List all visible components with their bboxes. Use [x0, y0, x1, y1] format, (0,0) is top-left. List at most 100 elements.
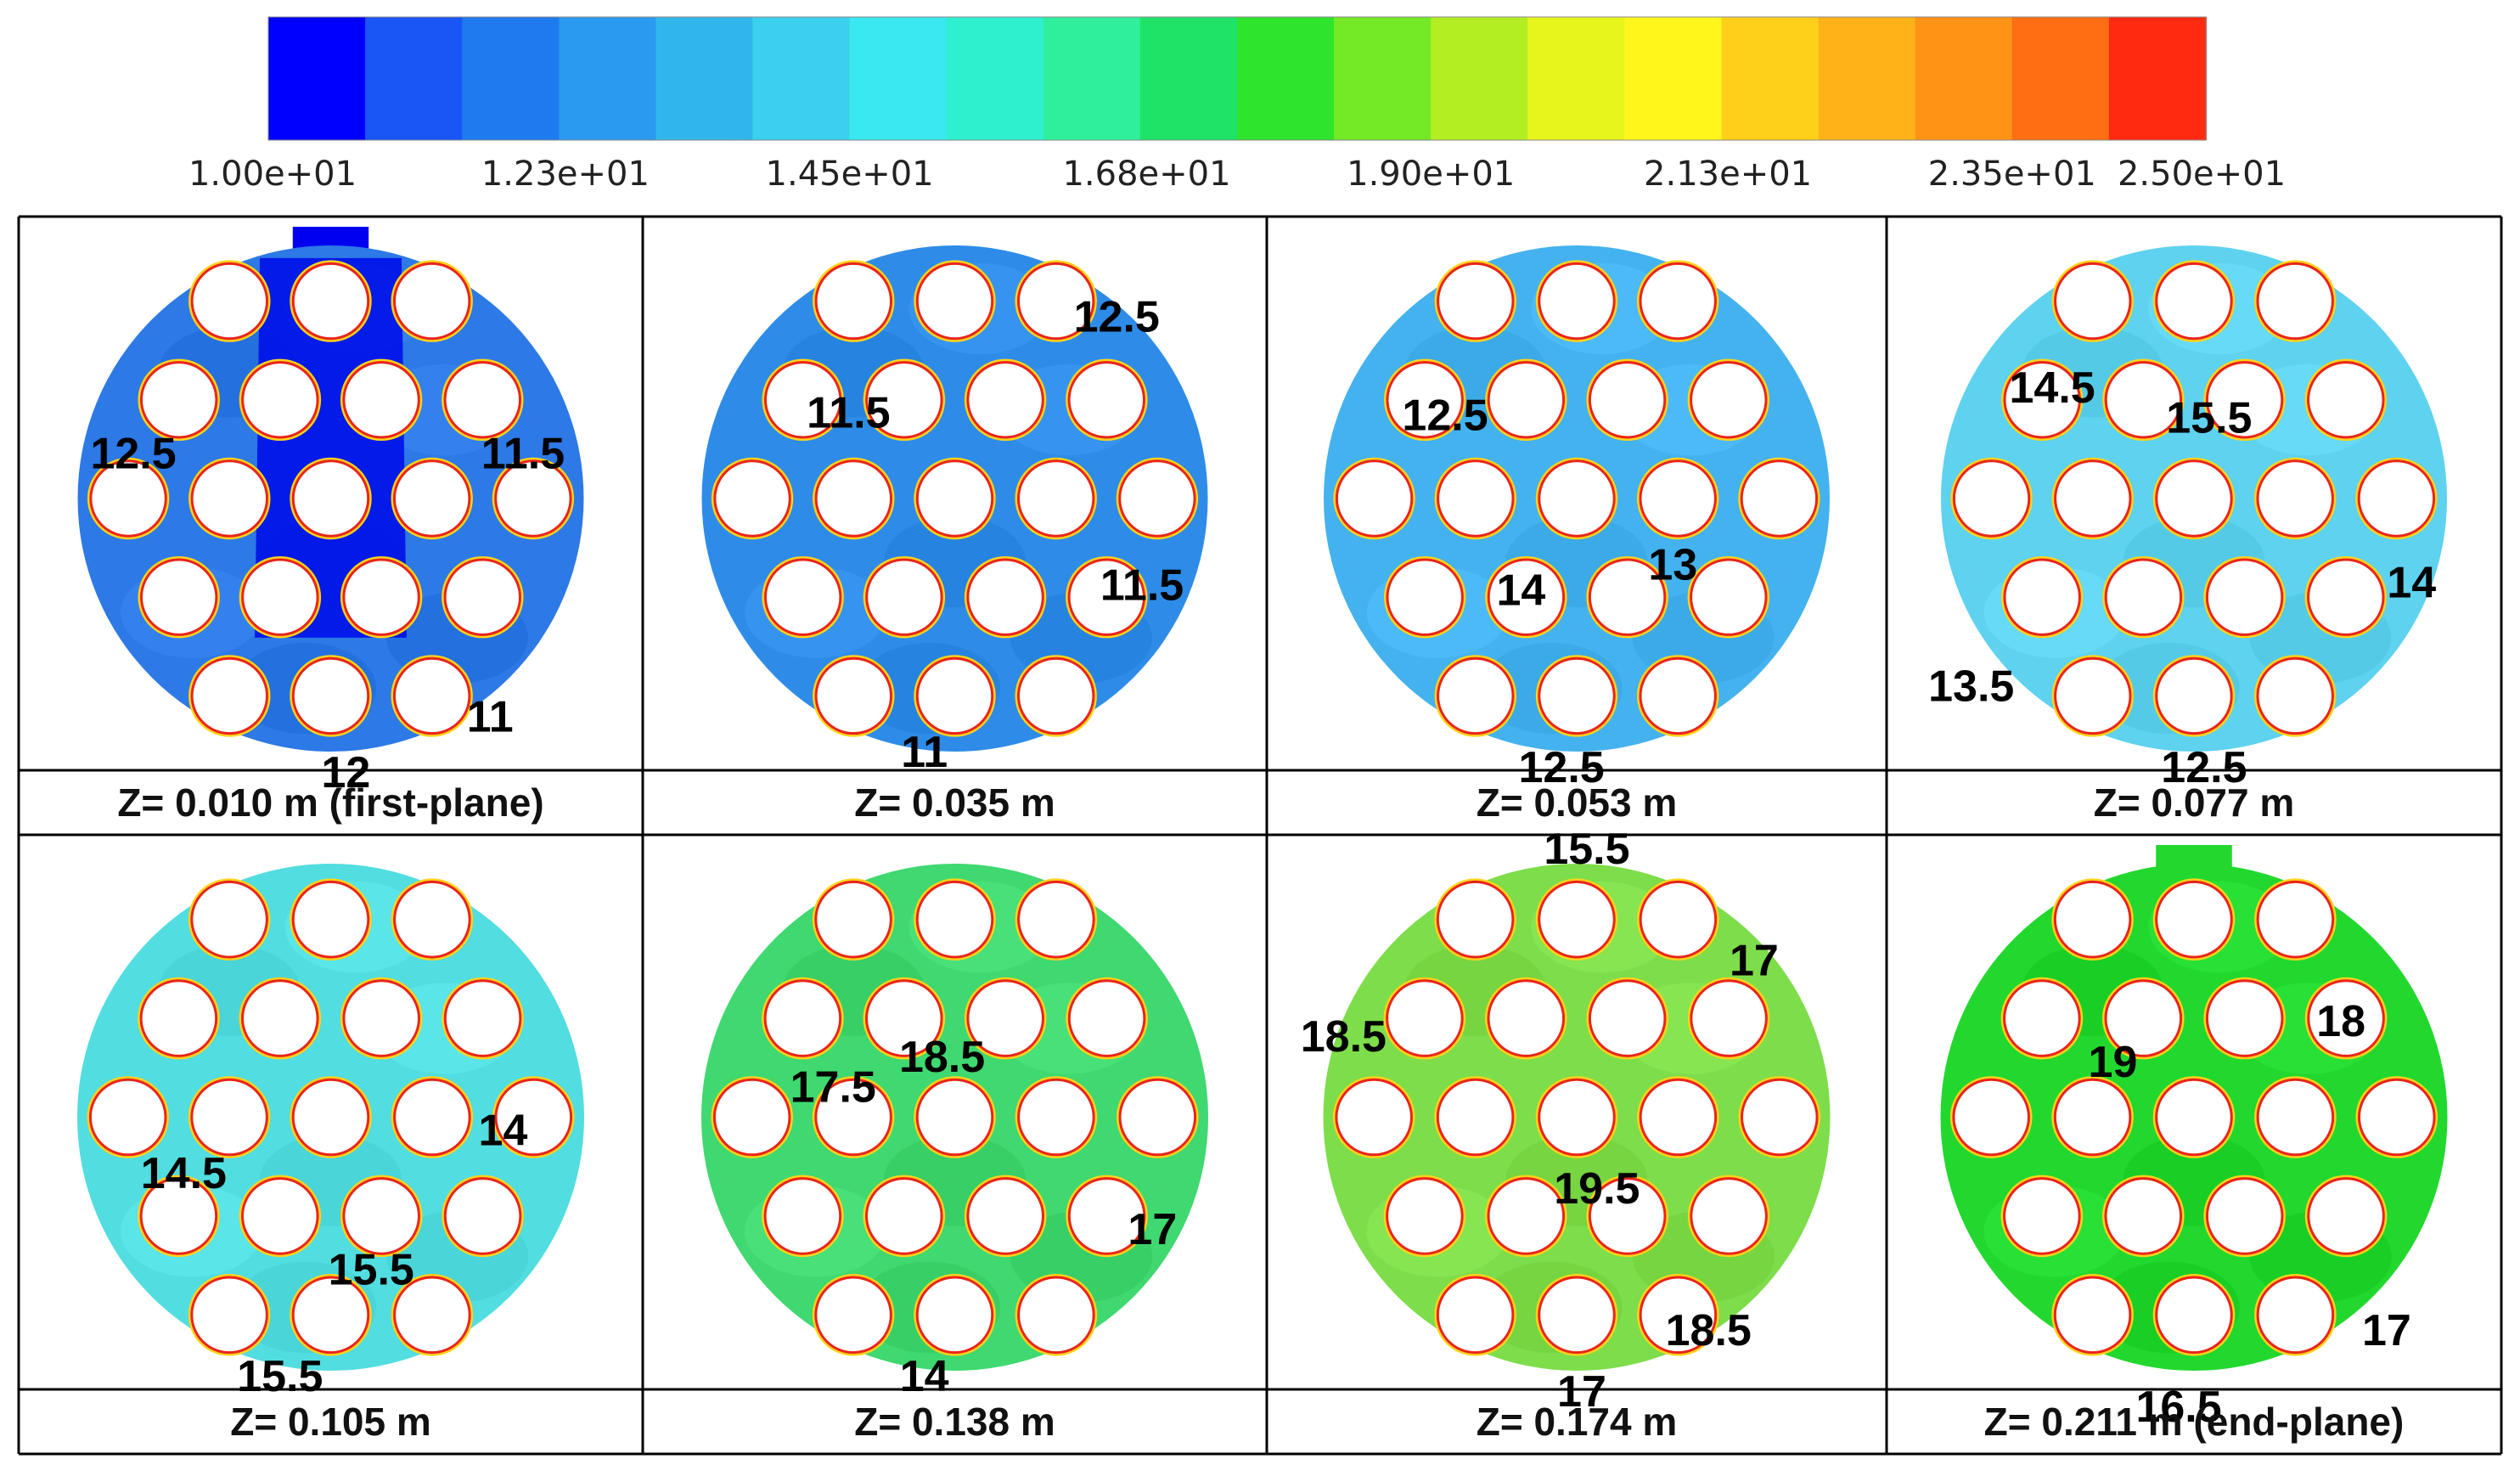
tube-hole [1017, 1276, 1095, 1355]
tube-hole [342, 1177, 420, 1255]
tube-hole [1690, 979, 1768, 1057]
colorbar-swatch [655, 17, 754, 140]
tube-hole [443, 979, 522, 1057]
contour-value-label: 12.5 [1074, 292, 1160, 341]
tube-hole [915, 1276, 994, 1355]
tube-hole [241, 1177, 319, 1255]
tube-hole [1690, 1177, 1768, 1255]
contour-value-label: 13.5 [1928, 662, 2014, 712]
tube-hole [2358, 1078, 2436, 1157]
tube-hole [89, 459, 167, 538]
colorbar-swatch [559, 17, 657, 140]
tube-hole [2155, 656, 2233, 735]
contour-value-label: 19 [2089, 1038, 2138, 1087]
colorbar-tick-label: 1.00e+01 [188, 155, 357, 194]
tube-hole [2003, 979, 2081, 1057]
tube-hole [1067, 558, 1146, 636]
tube-hole [1017, 880, 1095, 959]
tube-hole [291, 1078, 370, 1157]
tube-hole [1487, 558, 1566, 636]
tube-hole [1437, 262, 1515, 341]
tube-hole [1386, 979, 1464, 1057]
colorbar-tick-label: 1.68e+01 [1062, 155, 1230, 194]
tube-hole [1690, 558, 1768, 636]
contour-value-label: 14.5 [141, 1149, 227, 1198]
tube-hole [1437, 656, 1515, 735]
tube-hole [2307, 979, 2385, 1057]
tube-hole [2053, 1078, 2132, 1157]
tube-hole [2053, 880, 2132, 959]
tube-hole [291, 656, 370, 735]
contour-panel: 12.5 11.5 11 12Z= 0.010 m (first-plane) [77, 227, 584, 825]
tube-hole [393, 1078, 471, 1157]
colorbar-tick-label: 1.90e+01 [1347, 155, 1515, 194]
contour-value-label: 12.5 [1402, 392, 1488, 441]
tube-hole [763, 558, 842, 636]
tube-hole [1538, 1276, 1616, 1355]
contour-value-label: 19.5 [1554, 1164, 1640, 1214]
tube-hole [2155, 1078, 2233, 1157]
tube-hole [88, 1078, 167, 1157]
tube-hole [392, 262, 471, 341]
tube-hole [1588, 1177, 1667, 1255]
colorbar-swatch [1527, 17, 1626, 140]
contour-value-label: 11 [467, 692, 514, 741]
tube-hole [494, 459, 572, 538]
low-value-core [255, 257, 407, 638]
tube-hole [291, 880, 370, 959]
tube-hole [2003, 1177, 2081, 1255]
tube-hole [1538, 656, 1616, 735]
tube-hole [2003, 558, 2081, 636]
colorbar-swatch [752, 17, 851, 140]
tube-hole [1386, 1177, 1464, 1255]
tube-hole [139, 361, 218, 439]
tube-hole [1335, 459, 1414, 538]
tube-hole [1067, 1177, 1146, 1255]
tube-hole [2256, 880, 2335, 959]
tube-hole [1487, 979, 1566, 1057]
tube-hole [2256, 262, 2334, 341]
contour-value-label: 18.5 [899, 1033, 985, 1082]
tube-hole [393, 880, 471, 959]
colorbar-tick-label: 2.35e+01 [1928, 155, 2096, 194]
tube-hole [139, 979, 218, 1057]
panel-caption: Z= 0.010 m (first-plane) [117, 780, 543, 825]
tube-hole [763, 979, 842, 1057]
tube-hole [1436, 1078, 1515, 1157]
tube-hole [2155, 1276, 2233, 1355]
tube-hole [393, 1276, 471, 1355]
tube-hole [865, 558, 943, 636]
colorbar-swatch [1818, 17, 1916, 140]
tube-hole [2054, 262, 2132, 341]
contour-value-label: 11.5 [807, 389, 890, 438]
tube-hole [1017, 1078, 1095, 1157]
panel-caption: Z= 0.077 m [2094, 780, 2295, 825]
colorbar-swatch [1237, 17, 1336, 140]
tube-hole [190, 262, 269, 341]
tube-hole [814, 459, 893, 538]
contour-value-label: 17 [1730, 936, 1779, 985]
tube-hole [865, 979, 943, 1057]
tube-hole [443, 361, 522, 439]
colorbar-legend: 1.00e+01 1.23e+01 1.45e+01 1.68e+01 1.90e+01… [188, 16, 2286, 194]
colorbar-border [267, 16, 2207, 141]
tube-hole [1588, 979, 1667, 1057]
contour-value-label: 13 [1648, 540, 1697, 589]
tube-hole [2357, 459, 2436, 538]
colorbar-swatch [462, 17, 560, 140]
tube-hole [1639, 1276, 1718, 1355]
tube-hole [915, 880, 994, 959]
contour-value-label: 15.5 [1544, 825, 1629, 874]
tube-hole [342, 361, 420, 439]
tube-hole [241, 361, 319, 439]
tube-hole [190, 1078, 268, 1157]
tube-hole [1639, 656, 1717, 735]
tube-hole [2307, 1177, 2385, 1255]
panel-caption: Z= 0.053 m [1477, 780, 1678, 825]
tube-hole [190, 880, 268, 959]
contour-value-label: 12.5 [90, 429, 176, 478]
tube-hole [1639, 459, 1717, 538]
contour-panel: 18.5 17.5 17 14Z= 0.138 m [701, 864, 1208, 1444]
